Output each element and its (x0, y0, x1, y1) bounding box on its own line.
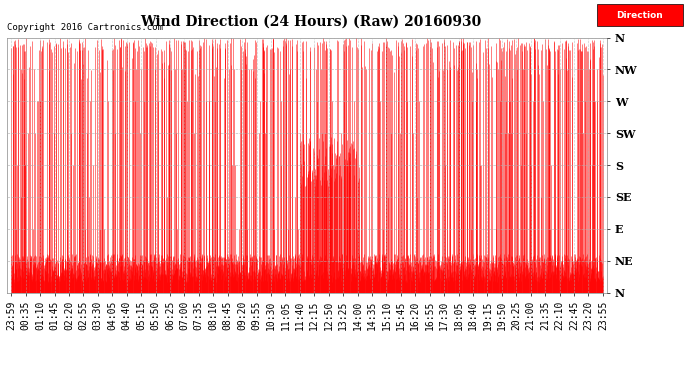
Text: Copyright 2016 Cartronics.com: Copyright 2016 Cartronics.com (7, 23, 163, 32)
Text: Direction: Direction (617, 10, 663, 20)
Text: Wind Direction (24 Hours) (Raw) 20160930: Wind Direction (24 Hours) (Raw) 20160930 (140, 15, 481, 29)
